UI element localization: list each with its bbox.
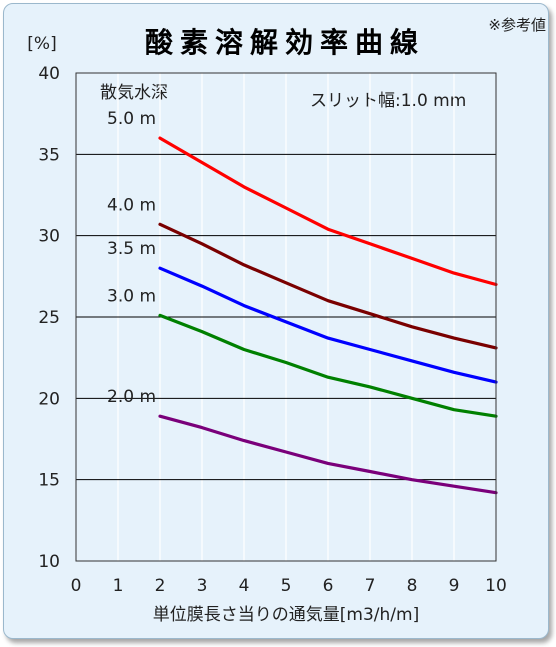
x-tick-label: 10 <box>485 576 507 596</box>
series-label: 2.0 m <box>107 387 156 407</box>
series-label: 3.0 m <box>107 286 156 306</box>
y-tick-label: 25 <box>38 308 60 328</box>
chart-title: 酸素溶解効率曲線 <box>145 26 425 59</box>
x-tick-label: 3 <box>197 576 208 596</box>
axis-ticks: 0 1 2 3 4 5 6 7 8 9 10 10 15 20 25 30 35 40 <box>38 64 506 596</box>
x-tick-label: 9 <box>449 576 460 596</box>
series-lines <box>158 136 498 495</box>
reference-note: ※参考値 <box>488 16 546 34</box>
series-line <box>158 266 498 384</box>
plot-frame <box>75 72 497 562</box>
x-tick-label: 7 <box>365 576 376 596</box>
y-tick-label: 20 <box>38 389 60 409</box>
series-label: 5.0 m <box>107 109 156 129</box>
x-tick-label: 8 <box>407 576 418 596</box>
series-label: 3.5 m <box>107 239 156 259</box>
series-line <box>158 136 498 287</box>
series-line <box>158 313 498 418</box>
chart-card <box>3 3 549 639</box>
x-tick-label: 6 <box>323 576 334 596</box>
y-tick-label: 10 <box>38 552 60 572</box>
y-tick-label: 15 <box>38 471 60 491</box>
y-axis-label: [%] <box>27 34 56 54</box>
x-tick-label: 5 <box>281 576 292 596</box>
x-tick-label: 2 <box>155 576 166 596</box>
y-tick-label: 35 <box>38 145 60 165</box>
x-axis-label: 単位膜長さ当りの通気量[m3/h/m] <box>153 605 419 625</box>
x-tick-label: 1 <box>113 576 124 596</box>
x-tick-label: 4 <box>239 576 250 596</box>
slit-width-annotation: スリット幅:1.0 mm <box>310 91 466 111</box>
x-tick-label: 0 <box>71 576 82 596</box>
series-label: 4.0 m <box>107 195 156 215</box>
grid <box>76 73 496 561</box>
series-labels: 5.0 m 4.0 m 3.5 m 3.0 m 2.0 m <box>107 109 156 407</box>
series-line <box>158 222 498 350</box>
series-line <box>158 414 498 495</box>
y-tick-label: 30 <box>38 227 60 247</box>
depth-legend-title: 散気水深 <box>100 83 168 103</box>
y-tick-label: 40 <box>38 64 60 84</box>
